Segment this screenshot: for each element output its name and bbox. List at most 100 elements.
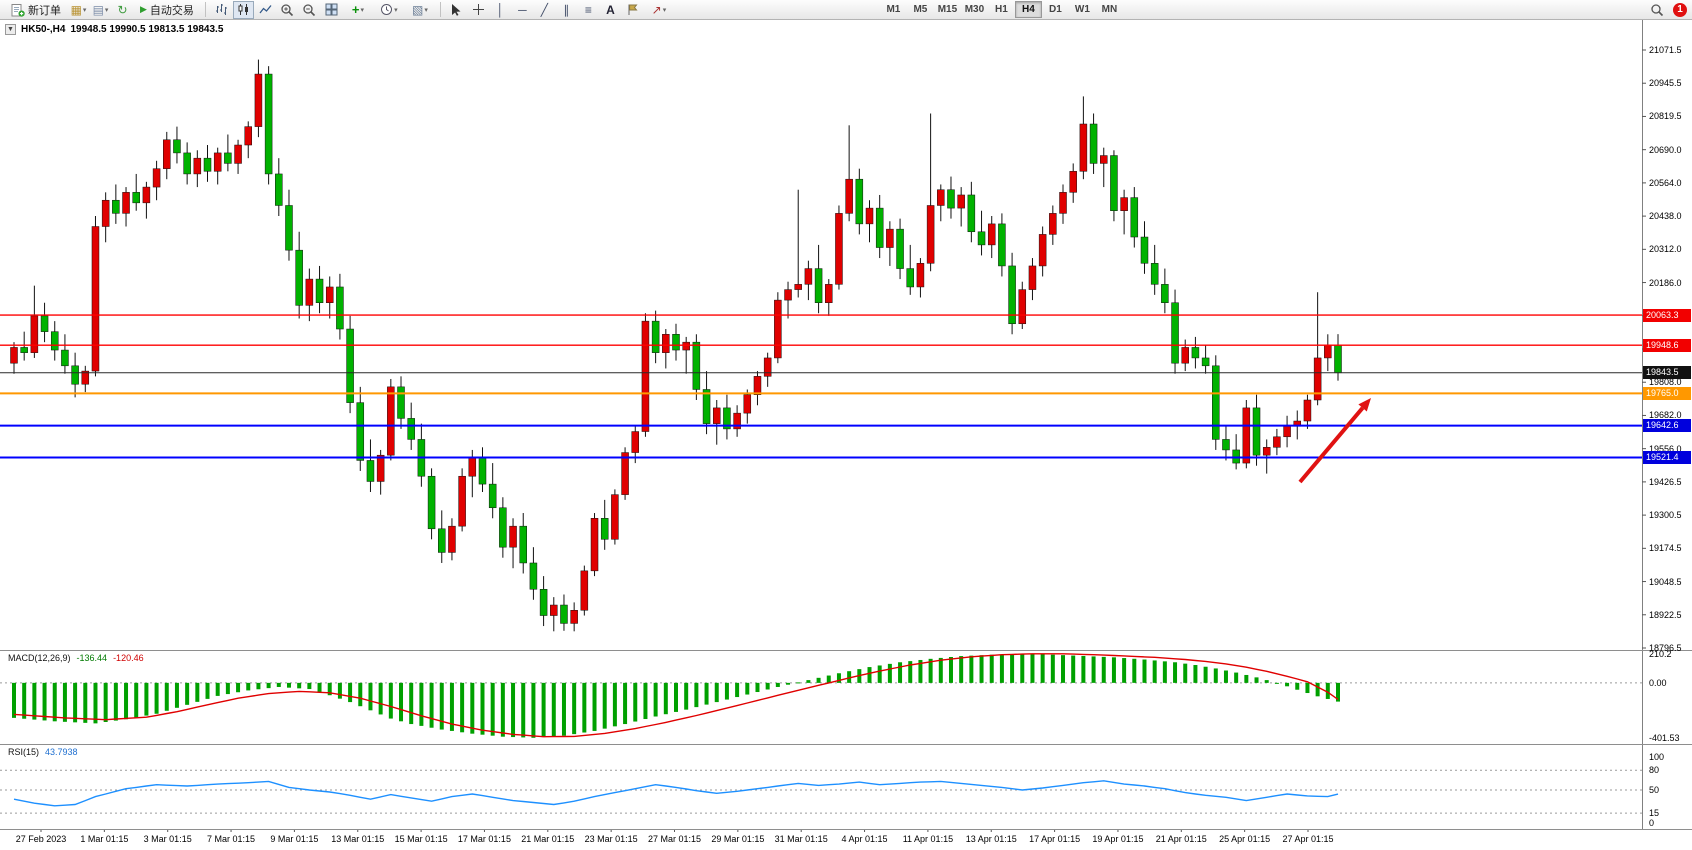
macd-histogram-bar (42, 682, 47, 721)
text-tool[interactable]: A (600, 1, 621, 19)
timeframe-h1[interactable]: H1 (995, 4, 1008, 15)
fibonacci-tool[interactable]: ≡ (578, 1, 599, 19)
candle-body (1059, 192, 1067, 214)
profiles-button[interactable]: ▤ ▾ (90, 1, 111, 19)
candle-body (285, 205, 293, 251)
crosshair-button[interactable] (468, 1, 489, 19)
tile-windows-button[interactable] (321, 1, 342, 19)
macd-histogram-bar (297, 682, 302, 689)
candle-body (254, 73, 263, 127)
cursor-button[interactable] (446, 1, 467, 19)
zoom-out-button[interactable] (299, 1, 320, 19)
zoom-in-button[interactable] (277, 1, 298, 19)
macd-histogram-bar (1305, 682, 1310, 694)
macd-histogram-bar (348, 682, 353, 703)
vertical-line-tool[interactable]: │ (490, 1, 511, 19)
refresh-button[interactable]: ↻ (112, 1, 133, 19)
notification-badge[interactable]: 1 (1673, 2, 1687, 17)
price-tag: 20063.3 (1643, 308, 1691, 322)
channel-tool[interactable]: ∥ (556, 1, 577, 19)
play-icon: ▶ (140, 4, 147, 14)
macd-histogram-bar (704, 682, 709, 705)
auto-trading-button[interactable]: ▶ 自动交易 (134, 1, 200, 19)
price-axis-label: 18796.5 (1649, 643, 1682, 653)
new-chart-button[interactable]: ▦ ▾ (68, 1, 89, 19)
new-order-button[interactable]: 新订单 (5, 1, 67, 19)
candle-body (40, 315, 49, 332)
candle-body (967, 194, 976, 233)
timeframe-m30[interactable]: M30 (964, 4, 985, 15)
candle-body (1201, 357, 1210, 367)
macd-histogram-bar (174, 682, 179, 708)
arrow-annotation-shaft[interactable] (1298, 406, 1365, 484)
timeframe-w1[interactable]: W1 (1074, 4, 1090, 15)
horizontal-line-tool[interactable]: ─ (512, 1, 533, 19)
arrows-tool[interactable]: ↗ ▾ (644, 1, 674, 19)
macd-histogram-bar (124, 682, 129, 720)
time-axis-label: 27 Feb 2023 (15, 834, 67, 844)
bar-chart-button[interactable] (211, 1, 232, 19)
timeframe-m15[interactable]: M15 (937, 4, 958, 15)
macd-axis-label: -401.53 (1649, 733, 1680, 743)
candle-body (937, 189, 945, 206)
vertical-line-icon: │ (496, 2, 505, 17)
timeframe-m1[interactable]: M1 (886, 4, 901, 15)
macd-histogram-bar (327, 682, 332, 696)
timeframe-mn[interactable]: MN (1101, 4, 1118, 15)
arrow-annotation-head[interactable] (1358, 398, 1371, 412)
macd-histogram-bar (724, 682, 729, 700)
periods-button[interactable]: ▾ (374, 1, 404, 19)
macd-histogram-bar (236, 682, 241, 693)
price-axis-label: 19808.0 (1649, 377, 1682, 388)
macd-histogram-bar (1285, 682, 1290, 687)
main-toolbar: 新订单 ▦ ▾ ▤ ▾ ↻ ▶ 自动交易 (0, 0, 1692, 20)
candle-body (998, 223, 1006, 267)
rsi-axis-label: 100 (1649, 752, 1665, 762)
candle-body (977, 231, 986, 246)
macd-histogram-bar (796, 682, 801, 684)
timeframe-d1[interactable]: D1 (1049, 4, 1062, 15)
line-chart-button[interactable] (255, 1, 276, 19)
chevron-down-icon: ▾ (394, 6, 398, 14)
macd-histogram-bar (633, 682, 638, 722)
macd-histogram-bar (928, 658, 933, 683)
search-button[interactable] (1646, 1, 1667, 19)
label-tool[interactable] (622, 1, 643, 19)
macd-histogram-bar (989, 654, 994, 683)
time-axis-label: 1 Mar 01:15 (80, 834, 129, 844)
price-tag: 19642.6 (1643, 419, 1691, 433)
candle-body (213, 152, 222, 172)
templates-button[interactable]: ▧ ▾ (405, 1, 435, 19)
macd-histogram-bar (93, 682, 98, 724)
candle-body (122, 192, 130, 214)
new-order-icon (11, 3, 25, 17)
macd-panel-divider[interactable] (0, 650, 1692, 651)
timeframe-h4[interactable]: H4 (1014, 1, 1042, 18)
macd-histogram-bar (826, 675, 831, 683)
candle-body (794, 284, 802, 290)
macd-histogram-bar (602, 682, 607, 729)
macd-histogram-bar (898, 662, 903, 683)
candle-body (499, 507, 507, 548)
trendline-tool[interactable]: ╱ (534, 1, 555, 19)
candle-body (906, 268, 914, 288)
macd-main-value: -136.44 (76, 653, 108, 663)
candle-body (1191, 347, 1200, 359)
rsi-panel-divider[interactable] (0, 744, 1692, 745)
indicators-button[interactable]: + ▾ (343, 1, 373, 19)
candle-body (1130, 197, 1139, 238)
tile-windows-icon (325, 3, 338, 16)
candlestick-chart-button[interactable] (232, 0, 254, 19)
macd-histogram-bar (164, 682, 169, 711)
collapse-icon[interactable]: ▼ (5, 24, 16, 35)
clock-icon (381, 4, 393, 15)
time-axis-label: 31 Mar 01:15 (774, 834, 828, 844)
macd-histogram-bar (1020, 654, 1025, 683)
macd-histogram-bar (429, 682, 434, 728)
timeframe-m5[interactable]: M5 (913, 4, 928, 15)
macd-histogram-bar (582, 682, 587, 733)
macd-axis-label: 210.2 (1649, 649, 1672, 659)
macd-histogram-bar (643, 682, 648, 720)
toolbar-separator (439, 2, 441, 17)
